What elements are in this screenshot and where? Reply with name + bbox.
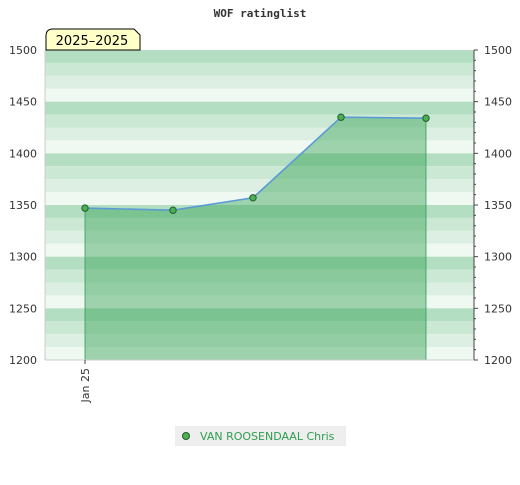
year-badge: 2025–2025 xyxy=(45,28,141,51)
grid-band xyxy=(45,217,474,231)
grid-band xyxy=(45,166,474,180)
grid-band xyxy=(45,321,474,335)
x-tick-label: Jan 25 xyxy=(79,368,92,403)
y-tick-label-left: 1350 xyxy=(9,199,37,212)
x-axis: Jan 25 xyxy=(79,360,92,403)
grid-band xyxy=(45,179,474,193)
grid-band xyxy=(45,101,474,115)
y-tick-label-right: 1200 xyxy=(484,354,512,367)
data-point xyxy=(169,206,177,214)
legend-marker xyxy=(182,432,190,440)
y-tick-label-right: 1350 xyxy=(484,199,512,212)
y-tick-label-left: 1250 xyxy=(9,302,37,315)
grid-band xyxy=(45,140,474,154)
y-tick-label-right: 1500 xyxy=(484,44,512,57)
grid-band xyxy=(45,256,474,270)
grid-band xyxy=(45,75,474,89)
grid-band xyxy=(45,308,474,322)
grid-band xyxy=(45,88,474,102)
grid-band xyxy=(45,127,474,141)
grid-band xyxy=(45,243,474,257)
y-tick-label-left: 1200 xyxy=(9,354,37,367)
y-axis-right: 1200 1250 1300 1350 1400 1450 1500 xyxy=(474,44,512,367)
grid-band xyxy=(45,205,474,218)
data-points xyxy=(81,113,430,214)
grid-band xyxy=(45,334,474,348)
y-tick-label-right: 1250 xyxy=(484,302,512,315)
y-tick-label-left: 1400 xyxy=(9,147,37,160)
y-tick-label-right: 1400 xyxy=(484,147,512,160)
grid-band xyxy=(45,295,474,309)
background-bands xyxy=(45,50,474,360)
y-tick-label-left: 1500 xyxy=(9,44,37,57)
legend[interactable]: VAN ROOSENDAAL Chris xyxy=(175,426,346,446)
grid-band xyxy=(45,50,474,63)
y-axis-left: 1200 1250 1300 1350 1400 1450 1500 xyxy=(9,44,37,367)
year-badge-label: 2025–2025 xyxy=(56,34,129,49)
grid-band xyxy=(45,269,474,283)
chart-title: WOF ratinglist xyxy=(214,7,307,20)
y-tick-label-left: 1300 xyxy=(9,251,37,264)
y-tick-label-right: 1450 xyxy=(484,96,512,109)
grid-band xyxy=(45,347,474,360)
grid-band xyxy=(45,62,474,76)
y-tick-label-left: 1450 xyxy=(9,96,37,109)
data-point xyxy=(249,194,257,202)
grid-band xyxy=(45,282,474,296)
y-tick-label-right: 1300 xyxy=(484,251,512,264)
data-point xyxy=(337,113,345,121)
grid-band xyxy=(45,192,474,205)
data-point xyxy=(81,204,89,212)
year-badge-shape xyxy=(45,28,141,51)
data-point xyxy=(422,114,430,122)
legend-box xyxy=(175,426,346,446)
grid-band xyxy=(45,153,474,167)
grid-band xyxy=(45,230,474,244)
legend-item-label: VAN ROOSENDAAL Chris xyxy=(200,430,335,443)
